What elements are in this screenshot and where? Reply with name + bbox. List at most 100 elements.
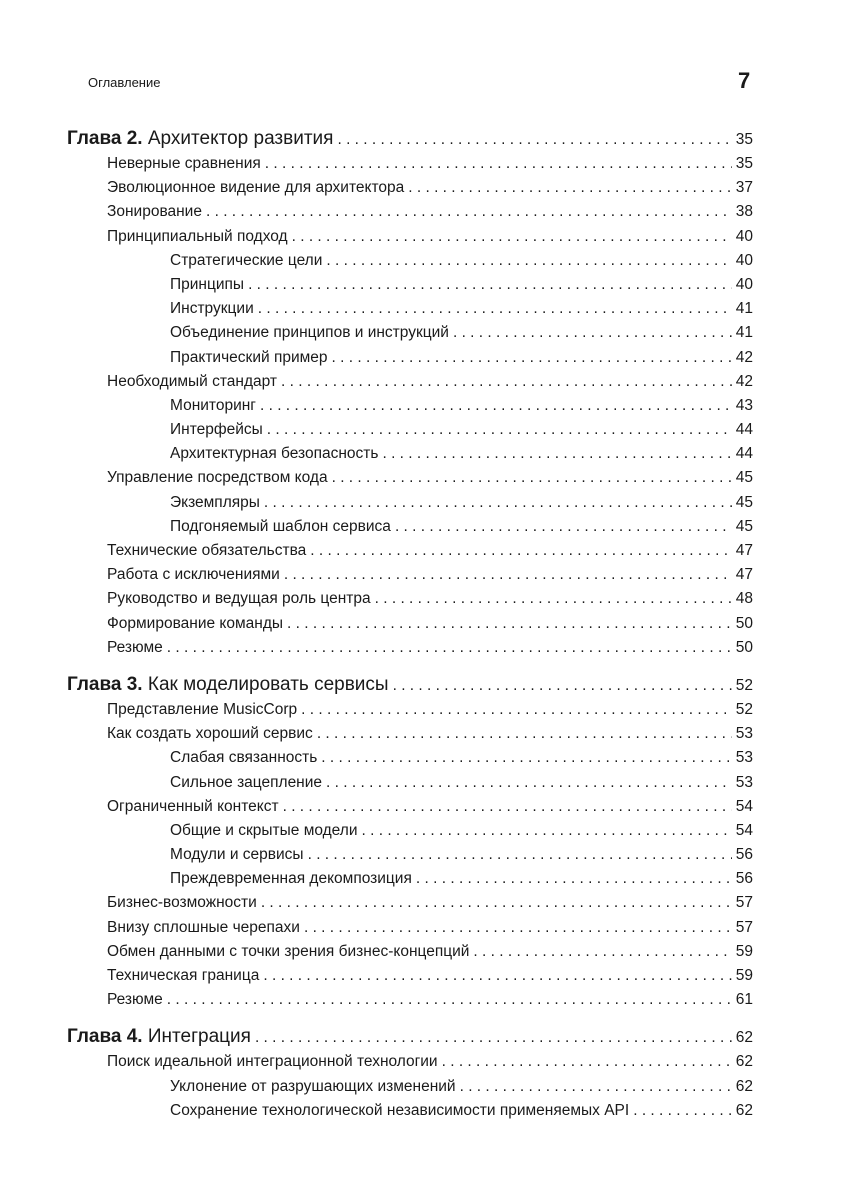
toc-entry-title: Общие и скрытые модели	[170, 821, 358, 839]
toc-page-number: 43	[735, 396, 753, 414]
dot-leader	[453, 321, 732, 345]
dot-leader	[284, 563, 732, 587]
toc-entry[interactable]: Архитектурная безопасность 44	[67, 442, 753, 466]
toc-entry[interactable]: Резюме 61	[67, 988, 753, 1012]
dot-leader	[301, 698, 732, 722]
toc-entry[interactable]: Руководство и ведущая роль центра 48	[67, 587, 753, 611]
dot-leader	[167, 636, 732, 660]
toc-entry-title: Глава 2. Архитектор развития	[67, 126, 333, 152]
table-of-contents: Глава 2. Архитектор развития 35 Неверные с…	[67, 126, 753, 1123]
toc-chapter-entry[interactable]: Глава 3. Как моделировать сервисы 52	[67, 672, 753, 698]
toc-entry[interactable]: Необходимый стандарт 42	[67, 370, 753, 394]
toc-entry[interactable]: Сильное зацепление 53	[67, 771, 753, 795]
toc-entry[interactable]: Поиск идеальной интеграционной технологи…	[67, 1050, 753, 1074]
toc-entry[interactable]: Модули и сервисы 56	[67, 843, 753, 867]
toc-entry[interactable]: Экземпляры 45	[67, 491, 753, 515]
dot-leader	[206, 200, 732, 224]
dot-leader	[308, 843, 732, 867]
toc-entry[interactable]: Эволюционное видение для архитектора 37	[67, 176, 753, 200]
dot-leader	[258, 297, 732, 321]
toc-entry[interactable]: Преждевременная декомпозиция 56	[67, 867, 753, 891]
toc-entry-title: Технические обязательства	[107, 542, 307, 559]
toc-page-number: 62	[735, 1101, 753, 1119]
toc-entry[interactable]: Внизу сплошные черепахи 57	[67, 916, 753, 940]
dot-leader	[267, 418, 732, 442]
dot-leader	[167, 988, 732, 1012]
toc-page-number: 35	[735, 131, 753, 148]
toc-entry[interactable]: Неверные сравнения 35	[67, 152, 753, 176]
toc-chapter-entry[interactable]: Глава 2. Архитектор развития 35	[67, 126, 753, 152]
toc-entry-title: Неверные сравнения	[107, 155, 261, 172]
toc-entry[interactable]: Принципиальный подход 40	[67, 225, 753, 249]
toc-entry[interactable]: Практический пример 42	[67, 346, 753, 370]
toc-entry-title: Подгоняемый шаблон сервиса	[170, 517, 391, 535]
toc-entry-title: Внизу сплошные черепахи	[107, 918, 300, 936]
dot-leader	[408, 176, 732, 200]
toc-page-number: 40	[735, 275, 753, 293]
dot-leader	[361, 819, 731, 843]
toc-entry-title: Техническая граница	[107, 967, 260, 984]
toc-page-number: 62	[735, 1053, 753, 1071]
toc-entry-title: Работа с исключениями	[107, 566, 280, 584]
dot-leader	[292, 225, 732, 249]
chapter-title: Архитектор развития	[147, 128, 334, 149]
toc-entry[interactable]: Слабая связанность 53	[67, 746, 753, 770]
toc-entry-title: Формирование команды	[107, 614, 284, 632]
dot-leader	[395, 515, 732, 539]
toc-page-number: 41	[735, 324, 753, 342]
toc-entry-title: Управление посредством кода	[107, 469, 328, 487]
toc-entry[interactable]: Объединение принципов и инструкций 41	[67, 321, 753, 345]
toc-entry-title: Резюме	[107, 638, 163, 656]
toc-page-number: 42	[735, 372, 753, 390]
toc-entry[interactable]: Мониторинг 43	[67, 394, 753, 418]
toc-page-number: 62	[735, 1077, 753, 1095]
toc-page-number: 45	[735, 493, 753, 511]
toc-entry[interactable]: Технические обязательства 47	[67, 539, 753, 563]
toc-entry-title: Стратегические цели	[170, 251, 323, 269]
toc-entry-title: Принципы	[170, 275, 245, 293]
toc-page-number: 47	[735, 566, 753, 584]
toc-entry-title: Обмен данными с точки зрения бизнес-конц…	[107, 942, 470, 960]
toc-entry[interactable]: Формирование команды 50	[67, 612, 753, 636]
toc-page-number: 61	[735, 991, 753, 1009]
toc-entry-title: Мониторинг	[170, 396, 256, 414]
dot-leader	[393, 673, 732, 699]
toc-entry-title: Слабая связанность	[170, 749, 318, 767]
toc-page-number: 57	[735, 918, 753, 936]
dot-leader	[326, 249, 731, 273]
toc-entry[interactable]: Сохранение технологической независимости…	[67, 1099, 753, 1123]
toc-entry[interactable]: Управление посредством кода 45	[67, 466, 753, 490]
toc-entry[interactable]: Стратегические цели 40	[67, 249, 753, 273]
toc-entry-title: Необходимый стандарт	[107, 372, 278, 390]
toc-entry[interactable]: Интерфейсы 44	[67, 418, 753, 442]
toc-entry[interactable]: Принципы 40	[67, 273, 753, 297]
toc-entry[interactable]: Представление MusicCorp 52	[67, 698, 753, 722]
toc-entry[interactable]: Обмен данными с точки зрения бизнес-конц…	[67, 940, 753, 964]
toc-page-number: 47	[735, 542, 753, 559]
dot-leader	[442, 1050, 732, 1074]
toc-entry-title: Ограниченный контекст	[107, 797, 279, 815]
toc-entry[interactable]: Резюме 50	[67, 636, 753, 660]
toc-entry-title: Архитектурная безопасность	[170, 445, 379, 463]
toc-entry[interactable]: Ограниченный контекст 54	[67, 795, 753, 819]
toc-entry[interactable]: Уклонение от разрушающих изменений 62	[67, 1075, 753, 1099]
toc-entry[interactable]: Бизнес-возможности 57	[67, 891, 753, 915]
toc-chapter-entry[interactable]: Глава 4. Интеграция 62	[67, 1024, 753, 1050]
toc-entry[interactable]: Работа с исключениями 47	[67, 563, 753, 587]
toc-page-number: 62	[735, 1029, 753, 1047]
page-number: 7	[738, 68, 751, 93]
toc-entry[interactable]: Подгоняемый шаблон сервиса 45	[67, 515, 753, 539]
toc-entry[interactable]: Инструкции 41	[67, 297, 753, 321]
dot-leader	[264, 491, 732, 515]
toc-entry-title: Зонирование	[107, 203, 202, 221]
toc-page-number: 38	[735, 203, 753, 221]
toc-page-number: 40	[735, 227, 753, 245]
toc-entry-title: Преждевременная декомпозиция	[170, 870, 412, 888]
toc-entry-title: Сильное зацепление	[170, 773, 323, 791]
toc-entry[interactable]: Техническая граница 59	[67, 964, 753, 988]
toc-entry[interactable]: Как создать хороший сервис 53	[67, 722, 753, 746]
toc-entry[interactable]: Зонирование 38	[67, 200, 753, 224]
toc-page-number: 52	[735, 676, 753, 694]
toc-entry[interactable]: Общие и скрытые модели 54	[67, 819, 753, 843]
dot-leader	[263, 964, 731, 988]
